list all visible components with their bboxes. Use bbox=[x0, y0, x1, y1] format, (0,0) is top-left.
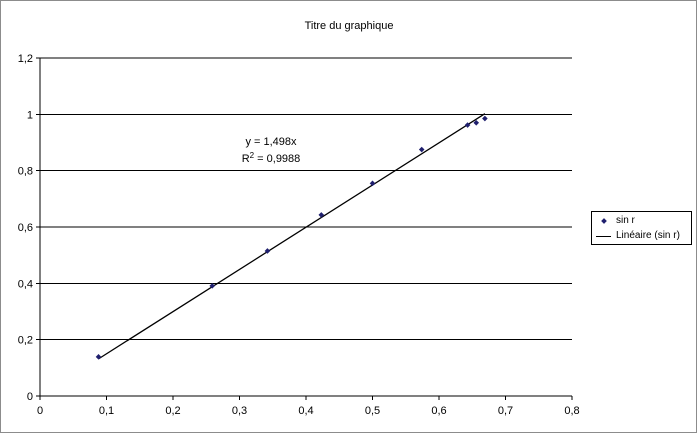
data-points bbox=[95, 115, 488, 360]
x-tick-label: 0,2 bbox=[165, 405, 180, 417]
legend-label-trendline: Linéaire (sin r) bbox=[616, 230, 680, 241]
x-tick-labels: 0 0,1 0,2 0,3 0,4 0,5 0,6 0,7 0,8 bbox=[37, 405, 580, 417]
x-tick-label: 0,8 bbox=[564, 405, 579, 417]
grid-lines bbox=[40, 57, 572, 341]
y-tick-label: 0,8 bbox=[18, 166, 33, 178]
y-tick-label: 0 bbox=[27, 391, 33, 403]
legend-item-trendline: Linéaire (sin r) bbox=[592, 229, 691, 243]
data-point bbox=[418, 146, 425, 153]
x-tick-label: 0,4 bbox=[298, 405, 313, 417]
y-tick-label: 0,2 bbox=[18, 335, 33, 347]
legend: sin r Linéaire (sin r) bbox=[591, 211, 692, 245]
line-marker-icon bbox=[596, 236, 611, 237]
x-tick-label: 0,1 bbox=[99, 405, 114, 417]
diamond-marker-icon bbox=[601, 218, 607, 224]
trendline-group bbox=[98, 113, 486, 360]
data-point bbox=[369, 180, 376, 187]
r-squared-symbol: R bbox=[242, 153, 250, 165]
x-tick-label: 0,7 bbox=[498, 405, 513, 417]
data-point bbox=[264, 248, 271, 254]
r-squared-value: = 0,9988 bbox=[254, 153, 300, 165]
x-tick-label: 0,6 bbox=[431, 405, 446, 417]
x-tick-label: 0,5 bbox=[365, 405, 380, 417]
data-point bbox=[95, 354, 102, 360]
legend-label-series: sin r bbox=[616, 215, 635, 226]
x-tick-label: 0 bbox=[37, 405, 43, 417]
y-tick-label: 1 bbox=[27, 109, 33, 121]
trendline-equation: y = 1,498x bbox=[245, 136, 297, 148]
chart-title: Titre du graphique bbox=[305, 20, 394, 32]
data-point bbox=[209, 283, 216, 289]
y-tick-labels: 0 0,2 0,4 0,6 0,8 1 1,2 bbox=[18, 53, 33, 403]
data-point bbox=[473, 119, 480, 126]
r-squared-exponent: 2 bbox=[250, 151, 255, 160]
axes bbox=[36, 57, 573, 400]
y-tick-label: 0,6 bbox=[18, 222, 33, 234]
trendline bbox=[98, 113, 486, 360]
legend-item-series: sin r bbox=[592, 214, 691, 228]
data-point bbox=[482, 115, 488, 122]
x-tick-label: 0,3 bbox=[232, 405, 247, 417]
data-point bbox=[318, 212, 325, 218]
y-tick-label: 1,2 bbox=[18, 53, 33, 65]
y-tick-label: 0,4 bbox=[18, 278, 33, 290]
data-point bbox=[464, 122, 471, 128]
r-squared-label: R2 = 0,9988 bbox=[242, 151, 301, 165]
